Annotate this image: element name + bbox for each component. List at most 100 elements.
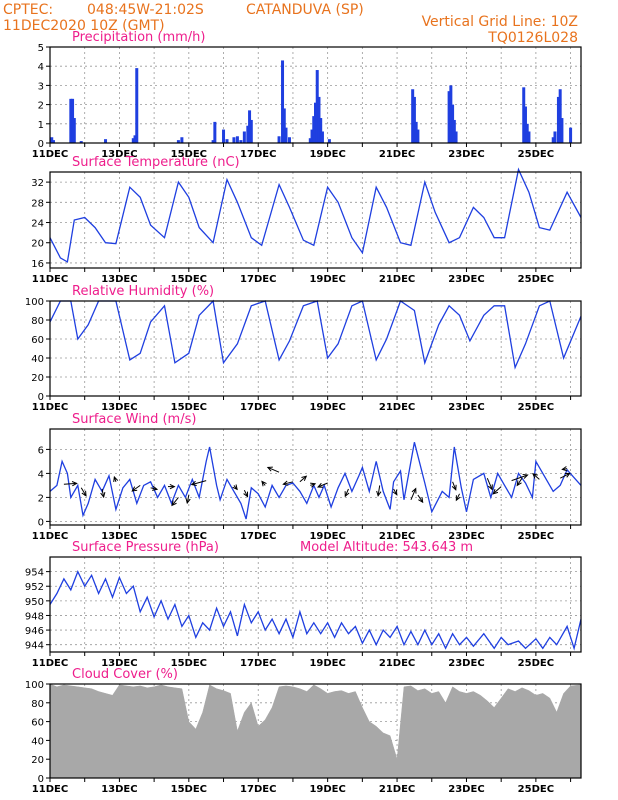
wind-vector <box>63 482 77 485</box>
y-tick-label: 944 <box>25 641 44 652</box>
wind-arrowhead <box>190 480 197 486</box>
precip-bar <box>551 137 555 143</box>
precip-bar <box>556 96 560 143</box>
precip-bar <box>452 119 456 143</box>
precip-bar <box>277 136 281 143</box>
panels: Precipitation (mm/h) 0 1 2 3 4 5 11DEC 13DEC 15DE… <box>25 30 582 795</box>
precip-bar <box>569 127 573 143</box>
x-tick-label: 23DEC <box>448 784 484 795</box>
x-tick-label: 23DEC <box>448 149 484 160</box>
y-tick-label: 80 <box>31 316 44 327</box>
y-tick-label: 0 <box>38 517 44 528</box>
wind-vector <box>131 484 141 492</box>
y-tick-label: 954 <box>25 568 44 579</box>
wind-arrowhead <box>169 483 176 490</box>
x-tick-label: 21DEC <box>379 658 415 669</box>
precip-bar <box>527 131 531 143</box>
precip-bar <box>317 96 321 143</box>
y-tick-label: 40 <box>31 736 44 747</box>
panel-frame <box>49 300 582 397</box>
x-tick-label: 17DEC <box>240 402 276 413</box>
y-tick-label: 946 <box>25 626 44 637</box>
wind-vector <box>452 481 457 490</box>
precip-bar <box>416 129 420 143</box>
precip-bar <box>312 116 316 143</box>
x-tick-label: 23DEC <box>448 658 484 669</box>
wind-vector <box>191 480 207 486</box>
x-tick-label: 15DEC <box>171 274 207 285</box>
wind-vector <box>532 473 540 480</box>
header-grid-note: Vertical Grid Line: 10Z <box>422 14 578 30</box>
precip-bar <box>558 89 562 143</box>
y-tick-label: 4 <box>38 62 44 73</box>
panel-frame <box>49 683 582 779</box>
y-tick-label: 1 <box>38 120 44 131</box>
wind-vector <box>283 481 294 485</box>
wind-arrowhead <box>516 480 522 487</box>
x-tick-label: 21DEC <box>379 274 415 285</box>
precip-bar <box>246 125 250 143</box>
x-tick-label: 21DEC <box>379 402 415 413</box>
y-tick-label: 3 <box>38 81 44 92</box>
precip-bar <box>281 60 285 143</box>
x-tick-label: 19DEC <box>309 402 345 413</box>
wind-vector <box>267 466 280 473</box>
x-tick-label: 13DEC <box>101 658 137 669</box>
precip-bar <box>522 87 526 143</box>
header-source: CPTEC: <box>3 2 53 18</box>
wind-vector <box>101 488 105 498</box>
panel-title: Surface Temperature (nC) <box>72 155 240 170</box>
x-tick-label: 19DEC <box>309 658 345 669</box>
y-tick-label: 60 <box>31 335 44 346</box>
precip-bar <box>72 118 76 143</box>
precip-bar <box>310 129 314 143</box>
wind-arrowhead <box>564 472 571 478</box>
y-tick-label: 20 <box>31 239 44 250</box>
wind-arrowhead <box>282 480 289 486</box>
x-tick-label: 19DEC <box>309 274 345 285</box>
wind-arrowhead <box>561 466 568 472</box>
wind-vector <box>410 488 417 500</box>
wind-arrowhead <box>261 480 267 487</box>
x-tick-label: 15DEC <box>171 149 207 160</box>
wind-arrowhead <box>411 487 417 494</box>
wind-arrowhead <box>376 490 382 497</box>
panel-subtitle: Model Altitude: 543.643 m <box>300 540 473 555</box>
precip-bar <box>249 119 253 143</box>
y-tick-label: 2 <box>38 493 44 504</box>
x-tick-label: 25DEC <box>518 274 554 285</box>
x-tick-label: 25DEC <box>518 531 554 542</box>
precip-bar <box>104 139 108 143</box>
y-tick-label: 4 <box>38 469 44 480</box>
panel-title: Cloud Cover (%) <box>72 667 178 682</box>
wind-arrowhead <box>113 475 119 483</box>
wind-vector <box>243 489 249 497</box>
precip-bar <box>560 118 564 143</box>
precip-bar <box>411 89 415 143</box>
y-tick-label: 60 <box>31 718 44 729</box>
precip-bar <box>131 138 135 143</box>
precip-bar <box>242 131 246 143</box>
y-tick-label: 0 <box>38 139 44 150</box>
precip-bar <box>235 136 239 143</box>
wind-vector <box>511 474 528 482</box>
wind-arrowhead <box>392 489 398 496</box>
y-tick-label: 40 <box>31 354 44 365</box>
x-tick-label: 11DEC <box>32 149 68 160</box>
y-tick-label: 24 <box>31 219 44 230</box>
precip-bar <box>176 140 180 143</box>
wind-vector <box>486 478 493 490</box>
panel-frame <box>49 428 582 526</box>
precip-bar <box>525 123 529 143</box>
panel-1: Precipitation (mm/h) 0 1 2 3 4 5 11DEC 13DEC 15DE… <box>32 30 582 160</box>
wind-arrowhead <box>301 475 308 481</box>
precip-bar <box>248 110 252 143</box>
x-tick-label: 13DEC <box>101 402 137 413</box>
x-tick-label: 25DEC <box>518 784 554 795</box>
wind-arrowhead <box>131 486 138 492</box>
wind-arrowhead <box>487 484 493 491</box>
y-tick-label: 100 <box>25 680 44 691</box>
wind-vector <box>516 477 523 486</box>
x-tick-label: 23DEC <box>448 274 484 285</box>
series-line <box>49 442 582 520</box>
